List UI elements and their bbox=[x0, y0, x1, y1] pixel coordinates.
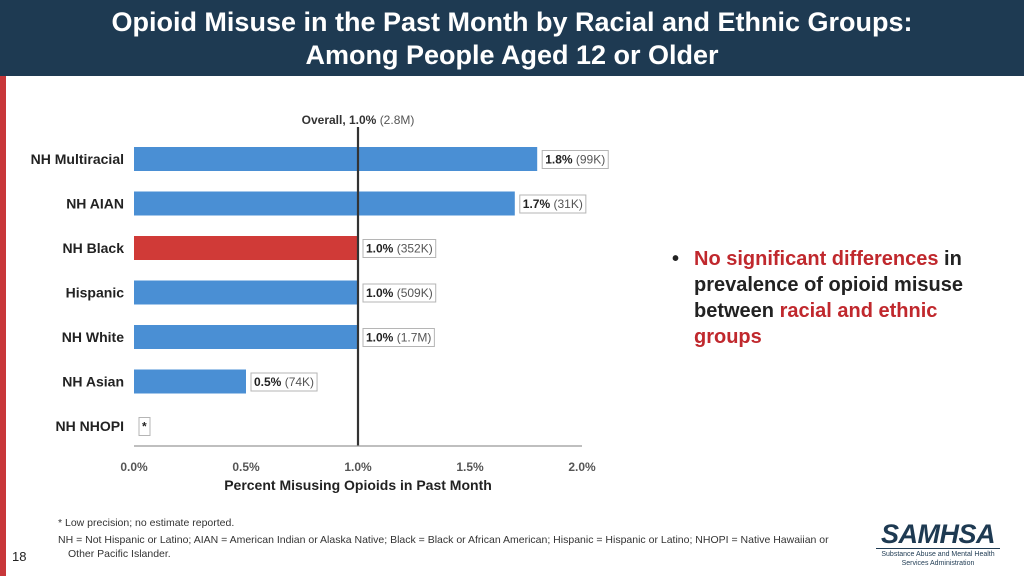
category-label: NH Multiracial bbox=[31, 151, 124, 167]
overall-reference-count: (2.8M) bbox=[380, 113, 415, 127]
key-finding-highlight-1: No significant differences bbox=[694, 248, 939, 270]
logo-wordmark: SAMHSA bbox=[880, 519, 996, 549]
data-label-text: * bbox=[142, 420, 147, 434]
page-number: 18 bbox=[12, 549, 27, 564]
data-label-text: 1.7% (31K) bbox=[523, 197, 583, 211]
footnote-abbreviations-line1: NH = Not Hispanic or Latino; AIAN = Amer… bbox=[58, 534, 829, 546]
data-label-box bbox=[362, 239, 437, 258]
data-label: 1.7% (31K) bbox=[519, 194, 587, 214]
category-label: NH NHOPI bbox=[56, 418, 124, 434]
x-tick-label: 1.0% bbox=[344, 460, 372, 474]
bar-chart: NH Multiracial 1.8% (99K) NH AIAN 1.7% (31K… bbox=[31, 113, 609, 493]
x-tick-label: 2.0% bbox=[568, 460, 596, 474]
data-label-count: (1.7M) bbox=[393, 331, 431, 345]
data-label: * bbox=[138, 417, 151, 436]
bullet-dot-icon: • bbox=[672, 248, 680, 270]
bar bbox=[134, 191, 515, 216]
key-finding-middle: in prevalence of opioid misuse between bbox=[694, 248, 963, 322]
slide-title: Opioid Misuse in the Past Month by Racia… bbox=[0, 6, 1024, 72]
category-label: NH AIAN bbox=[66, 196, 124, 212]
x-axis-title: Percent Misusing Opioids in Past Month bbox=[224, 477, 492, 493]
category-label: NH Black bbox=[63, 240, 125, 256]
data-label-count: (99K) bbox=[573, 153, 606, 167]
data-label-text: 1.8% (99K) bbox=[545, 153, 605, 167]
samhsa-logo: SAMHSA Substance Abuse and Mental Health… bbox=[876, 520, 1000, 568]
data-label-box bbox=[362, 283, 437, 303]
category-label: NH Asian bbox=[62, 374, 124, 390]
data-label: 1.0% (1.7M) bbox=[362, 328, 435, 347]
data-label-text: 0.5% (74K) bbox=[254, 375, 314, 389]
footnote-precision: * Low precision; no estimate reported. bbox=[58, 517, 235, 529]
bar bbox=[134, 147, 538, 171]
data-label-text: 1.0% (1.7M) bbox=[366, 331, 431, 345]
slide-title-line2: Among People Aged 12 or Older bbox=[305, 40, 719, 70]
data-label: 1.8% (99K) bbox=[541, 150, 609, 169]
data-label-count: (31K) bbox=[550, 197, 583, 211]
data-label-box bbox=[362, 328, 435, 347]
bar bbox=[134, 280, 358, 305]
data-label-count: (74K) bbox=[281, 375, 314, 389]
key-finding-highlight-2: racial and ethnic groups bbox=[694, 300, 938, 348]
data-label: 1.0% (352K) bbox=[362, 239, 437, 258]
x-tick-label: 1.5% bbox=[456, 460, 484, 474]
key-finding-text: No significant differences in prevalence… bbox=[672, 246, 972, 350]
data-label-box bbox=[541, 150, 609, 169]
data-label: 1.0% (509K) bbox=[362, 283, 437, 303]
data-label-box bbox=[250, 372, 318, 392]
x-tick-label: 0.5% bbox=[232, 460, 260, 474]
footnote-abbreviations-line2: Other Pacific Islander. bbox=[68, 548, 171, 560]
bar bbox=[134, 325, 358, 349]
data-label-box bbox=[519, 194, 587, 214]
category-label: Hispanic bbox=[66, 285, 125, 301]
category-label: NH White bbox=[62, 329, 124, 345]
footnote-abbreviations: NH = Not Hispanic or Latino; AIAN = Amer… bbox=[58, 533, 858, 561]
x-tick-label: 0.0% bbox=[120, 460, 148, 474]
data-label: 0.5% (74K) bbox=[250, 372, 318, 392]
data-label-count: (509K) bbox=[393, 286, 432, 300]
data-label-text: 1.0% (352K) bbox=[366, 242, 433, 256]
data-label-text: 1.0% (509K) bbox=[366, 286, 433, 300]
key-finding-bullet: • No significant differences in prevalen… bbox=[672, 246, 972, 350]
slide-title-line1: Opioid Misuse in the Past Month by Racia… bbox=[111, 7, 913, 37]
data-label-box bbox=[138, 417, 151, 436]
data-label-count: (352K) bbox=[393, 242, 432, 256]
bar bbox=[134, 369, 246, 394]
left-accent-bar bbox=[0, 0, 6, 576]
overall-reference-label: Overall, 1.0% (2.8M) bbox=[302, 113, 415, 127]
logo-subtitle-line1: Substance Abuse and Mental Health bbox=[876, 548, 1000, 559]
logo-subtitle-line2: Services Administration bbox=[901, 560, 975, 567]
bar bbox=[134, 236, 358, 260]
slide-header: Opioid Misuse in the Past Month by Racia… bbox=[0, 0, 1024, 76]
